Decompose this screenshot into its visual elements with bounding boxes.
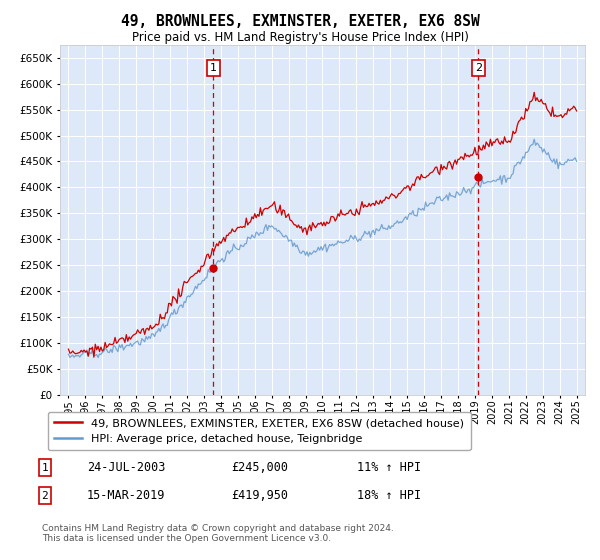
Legend: 49, BROWNLEES, EXMINSTER, EXETER, EX6 8SW (detached house), HPI: Average price, : 49, BROWNLEES, EXMINSTER, EXETER, EX6 8S… bbox=[47, 412, 470, 450]
Text: 1: 1 bbox=[210, 63, 217, 73]
Text: 24-JUL-2003: 24-JUL-2003 bbox=[87, 461, 166, 474]
Text: 2: 2 bbox=[41, 491, 49, 501]
Text: 49, BROWNLEES, EXMINSTER, EXETER, EX6 8SW: 49, BROWNLEES, EXMINSTER, EXETER, EX6 8S… bbox=[121, 14, 479, 29]
Text: 18% ↑ HPI: 18% ↑ HPI bbox=[357, 489, 421, 502]
Text: £245,000: £245,000 bbox=[231, 461, 288, 474]
Text: 1: 1 bbox=[41, 463, 49, 473]
Text: Price paid vs. HM Land Registry's House Price Index (HPI): Price paid vs. HM Land Registry's House … bbox=[131, 31, 469, 44]
Text: 15-MAR-2019: 15-MAR-2019 bbox=[87, 489, 166, 502]
Text: Contains HM Land Registry data © Crown copyright and database right 2024.
This d: Contains HM Land Registry data © Crown c… bbox=[42, 524, 394, 543]
Text: £419,950: £419,950 bbox=[231, 489, 288, 502]
Text: 11% ↑ HPI: 11% ↑ HPI bbox=[357, 461, 421, 474]
Text: 2: 2 bbox=[475, 63, 482, 73]
